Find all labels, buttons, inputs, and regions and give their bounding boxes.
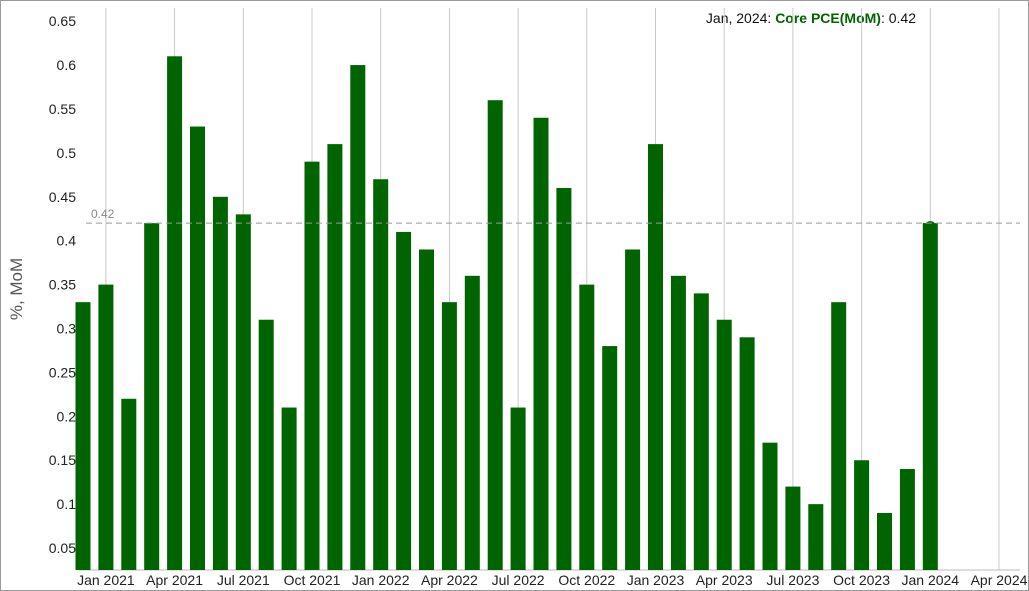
y-tick-label: 0.5 — [57, 145, 77, 161]
bar — [670, 275, 686, 570]
x-axis-ticks: Jan 2021 Apr 2021 Jul 2021 Oct 2021 Jan 2022… — [77, 572, 1028, 588]
tooltip-series-name: Core PCE(MoM) — [775, 10, 881, 26]
y-tick-label: 0.3 — [57, 321, 77, 337]
bar — [739, 337, 755, 570]
bar — [212, 196, 228, 570]
bar — [602, 346, 618, 570]
bar — [190, 126, 205, 570]
bar — [762, 442, 778, 570]
x-tick-label: Jan 2022 — [352, 572, 410, 588]
bar — [75, 302, 91, 570]
hover-tooltip: Jan, 2024: Core PCE(MoM): 0.42 — [705, 10, 916, 26]
x-tick-label: Jul 2021 — [217, 572, 270, 588]
tooltip-value: 0.42 — [888, 10, 916, 26]
reference-line-label: 0.42 — [91, 207, 115, 221]
y-axis-label: %, MoM — [7, 258, 26, 320]
y-tick-label: 0.1 — [57, 496, 77, 512]
bar — [693, 293, 709, 570]
y-tick-label: 0.15 — [49, 452, 76, 468]
bar — [877, 512, 892, 570]
bar — [648, 144, 663, 570]
x-tick-label: Apr 2022 — [421, 572, 478, 588]
bar — [396, 231, 412, 570]
bar — [556, 188, 572, 570]
bar — [121, 398, 137, 570]
bar — [625, 249, 641, 570]
bar — [350, 65, 366, 570]
x-tick-label: Apr 2021 — [146, 572, 203, 588]
x-tick-label: Oct 2021 — [284, 572, 341, 588]
bar — [785, 486, 801, 570]
bar — [579, 284, 595, 570]
bar — [167, 56, 183, 570]
bar — [808, 504, 824, 570]
bar — [144, 223, 160, 570]
y-tick-label: 0.4 — [57, 233, 77, 249]
y-tick-label: 0.35 — [49, 277, 76, 293]
bar — [327, 144, 343, 570]
x-tick-label: Jan 2023 — [627, 572, 685, 588]
y-tick-label: 0.65 — [49, 13, 76, 29]
bar — [281, 407, 297, 570]
bar — [258, 319, 274, 570]
bar — [487, 100, 503, 570]
bar — [464, 275, 480, 570]
x-tick-label: Jul 2022 — [492, 572, 545, 588]
bar — [373, 179, 389, 570]
x-tick-label: Oct 2022 — [558, 572, 615, 588]
x-tick-label: Jan 2021 — [77, 572, 135, 588]
x-tick-label: Jul 2023 — [766, 572, 819, 588]
bar — [98, 284, 114, 570]
y-tick-label: 0.55 — [49, 101, 76, 117]
bar — [854, 460, 870, 570]
y-tick-label: 0.25 — [49, 364, 76, 380]
y-axis-ticks: 0.05 0.1 0.15 0.2 0.25 0.3 0.35 0.4 0.45 0.5 0.55 0… — [49, 13, 76, 556]
bar — [899, 469, 915, 570]
tooltip-date: Jan, 2024 — [705, 10, 768, 26]
bar-series — [75, 56, 938, 570]
bar — [235, 214, 251, 570]
bar — [441, 302, 457, 570]
x-tick-label: Apr 2024 — [971, 572, 1028, 588]
x-tick-label: Oct 2023 — [833, 572, 890, 588]
y-tick-label: 0.2 — [57, 408, 77, 424]
y-tick-label: 0.45 — [49, 189, 76, 205]
x-tick-label: Jan 2024 — [901, 572, 959, 588]
y-tick-label: 0.6 — [57, 57, 77, 73]
bar — [510, 407, 526, 570]
bar — [716, 319, 732, 570]
bar — [533, 117, 549, 570]
x-tick-label: Apr 2023 — [696, 572, 753, 588]
bar — [419, 249, 434, 570]
bar — [831, 302, 847, 570]
y-tick-label: 0.05 — [49, 540, 76, 556]
bar — [304, 161, 320, 570]
bar — [922, 223, 938, 570]
